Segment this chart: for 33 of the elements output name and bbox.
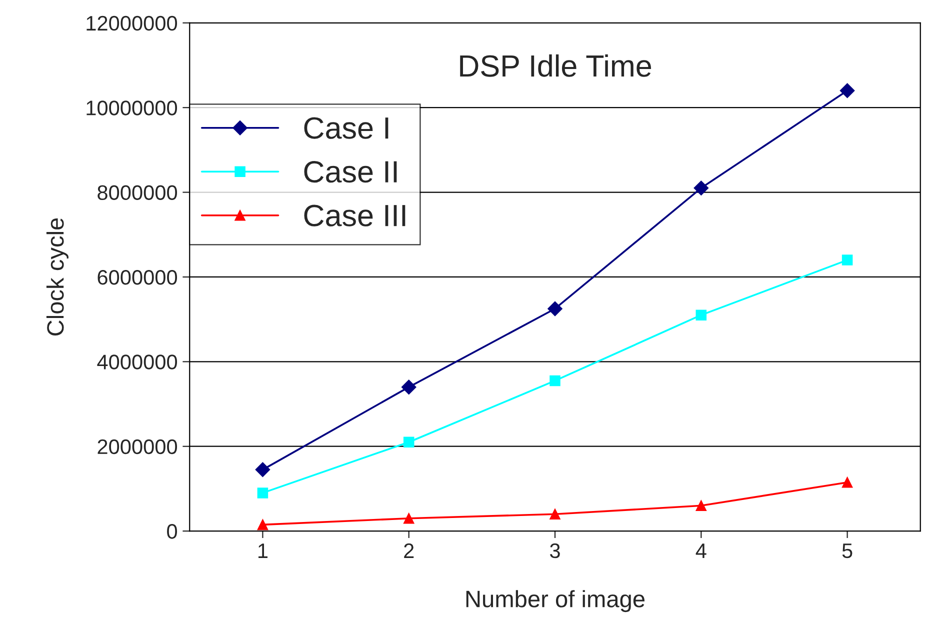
point <box>696 310 707 320</box>
y-tick-label: 4000000 <box>97 354 178 370</box>
y-tick-label: 2000000 <box>98 439 178 454</box>
y-tick-label: 6000000 <box>98 270 178 285</box>
point <box>255 462 270 478</box>
x-axis-title: Number of image <box>466 590 645 612</box>
point <box>257 519 268 530</box>
x-tick-label: 2 <box>404 543 414 558</box>
y-tick-label: 0 <box>167 524 178 539</box>
y-tick-label: 8000000 <box>98 185 178 200</box>
point <box>840 83 855 98</box>
legend-label: Case II <box>304 160 397 183</box>
legend-label: Case I <box>304 117 388 139</box>
x-tick-label: 4 <box>696 544 706 558</box>
y-axis-title: Clock cycle <box>46 218 68 336</box>
point <box>550 508 560 520</box>
point <box>403 436 414 448</box>
y-tick-label: 12000000 <box>86 16 178 31</box>
x-tick-label: 1 <box>258 544 268 558</box>
point <box>401 380 416 394</box>
point <box>550 375 560 386</box>
point <box>403 512 414 524</box>
point <box>842 254 853 266</box>
x-tick-label: 3 <box>550 543 560 558</box>
legend-label: Case III <box>304 204 406 226</box>
text: DSP Idle Time <box>460 54 652 77</box>
point <box>257 488 268 498</box>
point <box>548 301 562 316</box>
point <box>842 476 853 488</box>
x-tick-label: 5 <box>842 544 852 558</box>
point <box>694 180 709 196</box>
point <box>696 500 707 512</box>
y-tick-label: 10000000 <box>86 100 178 116</box>
